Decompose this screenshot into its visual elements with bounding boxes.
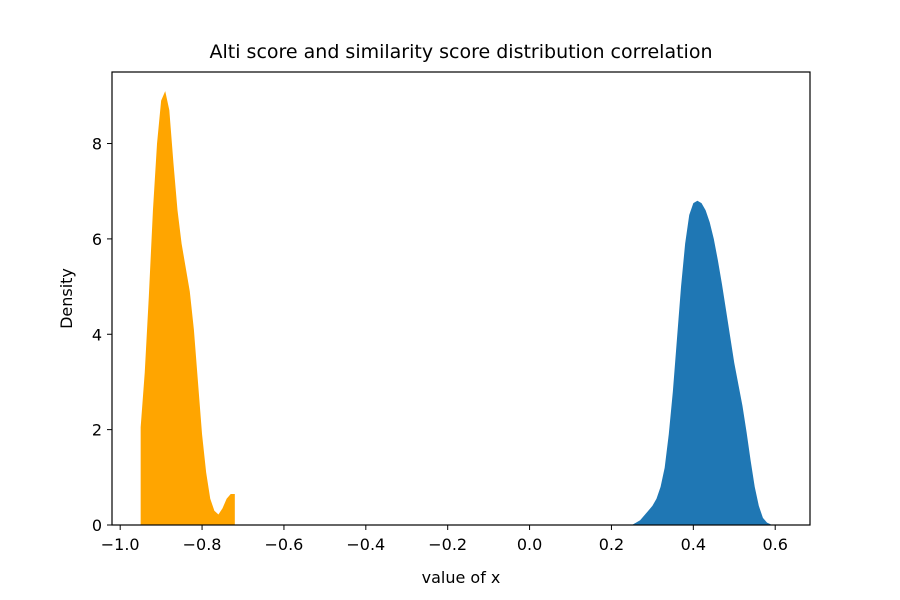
x-tick-label: −0.6 <box>265 535 304 554</box>
y-tick-label: 2 <box>92 421 102 440</box>
x-tick-label: 0.6 <box>762 535 787 554</box>
y-axis-ticks: 0 2 4 6 8 <box>92 135 112 535</box>
y-tick-label: 8 <box>92 135 102 154</box>
x-tick-label: 0.2 <box>599 535 624 554</box>
y-tick-label: 0 <box>92 516 102 535</box>
x-tick-label: −0.4 <box>346 535 385 554</box>
chart-title: Alti score and similarity score distribu… <box>210 41 713 63</box>
y-tick-label: 6 <box>92 230 102 249</box>
x-tick-label: −1.0 <box>101 535 140 554</box>
density-area-2 <box>631 200 776 525</box>
y-axis-title: Density <box>57 268 76 329</box>
x-tick-label: 0.4 <box>681 535 706 554</box>
plot-frame <box>111 71 811 526</box>
x-axis-title: value of x <box>422 568 501 587</box>
x-tick-label: −0.2 <box>428 535 467 554</box>
x-axis-ticks: −1.0 −0.8 −0.6 −0.4 −0.2 0.0 0.2 0.4 0.6 <box>101 525 788 554</box>
y-tick-label: 4 <box>92 325 102 344</box>
density-series-layer <box>140 91 776 525</box>
x-tick-label: −0.8 <box>183 535 222 554</box>
x-tick-label: 0.0 <box>517 535 542 554</box>
density-area-1 <box>140 91 235 525</box>
